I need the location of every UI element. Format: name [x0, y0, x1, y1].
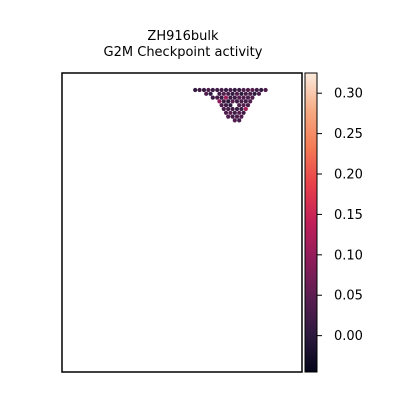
spot	[254, 87, 259, 93]
colorbar-tick-label: 0.15	[334, 208, 363, 223]
spot	[228, 110, 233, 115]
spot	[219, 103, 224, 108]
spot	[245, 103, 251, 108]
chart-title-line-1: ZH916bulk	[147, 29, 219, 44]
spot	[226, 114, 231, 119]
spot	[219, 95, 224, 100]
spot	[237, 95, 242, 100]
spot	[237, 87, 242, 93]
spot	[234, 114, 240, 119]
spot	[210, 87, 215, 93]
spot	[248, 91, 253, 96]
spot	[232, 87, 237, 93]
spot	[226, 106, 231, 112]
colorbar-tick-label: 0.00	[334, 329, 363, 344]
spot	[250, 95, 255, 100]
colorbar-tick-label: 0.10	[334, 248, 363, 263]
spot	[241, 87, 246, 93]
plot-frame	[61, 72, 303, 373]
colorbar-tick-label: 0.20	[334, 168, 363, 183]
spot	[210, 95, 215, 100]
spot	[241, 110, 246, 115]
spot	[217, 91, 222, 96]
colorbar-tick-label: 0.05	[334, 289, 363, 304]
colorbar-tick-label: 0.25	[334, 127, 363, 142]
spot	[223, 103, 229, 108]
plot-area	[61, 72, 303, 373]
spot	[250, 87, 255, 93]
spot	[223, 95, 229, 100]
spot	[243, 99, 248, 104]
spot	[223, 110, 229, 115]
spot	[221, 91, 226, 96]
spot	[259, 87, 264, 93]
spot	[234, 106, 240, 112]
spot	[243, 106, 248, 112]
spot	[230, 114, 235, 119]
spot	[252, 91, 257, 96]
spot	[245, 87, 251, 93]
colorbar-frame	[304, 72, 318, 373]
spot	[243, 91, 248, 96]
colorbar: 0.00 0.05 0.10 0.15 0.20 0.25 0.30	[304, 72, 363, 373]
spot	[245, 95, 251, 100]
spot	[232, 110, 237, 115]
spot	[256, 91, 262, 96]
spot	[221, 99, 226, 104]
spot	[241, 103, 246, 108]
spot	[197, 87, 202, 93]
spot	[230, 91, 235, 96]
spot	[230, 99, 235, 104]
spot	[239, 99, 244, 104]
colorbar-ticks: 0.00 0.05 0.10 0.15 0.20 0.25 0.30	[317, 87, 363, 344]
spot	[219, 87, 224, 93]
spot	[226, 99, 231, 104]
spot	[241, 95, 246, 100]
spot	[223, 87, 229, 93]
colorbar-fill	[305, 73, 317, 372]
colorbar-tick-label: 0.30	[334, 87, 363, 102]
spot	[217, 99, 222, 104]
spot	[239, 106, 244, 112]
spot	[234, 91, 240, 96]
spot	[248, 99, 253, 104]
spot	[215, 87, 220, 93]
spot	[237, 110, 242, 115]
spot	[228, 95, 233, 100]
spot	[232, 118, 237, 123]
spot	[232, 95, 237, 100]
spot	[230, 106, 235, 112]
spot	[237, 118, 242, 123]
chart-title-line-2: G2M Checkpoint activity	[104, 45, 263, 60]
spot	[215, 95, 220, 100]
spot	[221, 106, 226, 112]
spot	[239, 114, 244, 119]
spot	[208, 91, 213, 96]
spot	[228, 87, 233, 93]
spot	[228, 103, 233, 108]
spot	[263, 87, 268, 93]
spot	[204, 91, 209, 96]
spot	[237, 103, 242, 108]
spot	[201, 87, 207, 93]
spot	[193, 87, 198, 93]
spot-layer	[193, 87, 268, 123]
spot	[239, 91, 244, 96]
spot	[226, 91, 231, 96]
spot	[206, 87, 211, 93]
spot	[234, 99, 240, 104]
